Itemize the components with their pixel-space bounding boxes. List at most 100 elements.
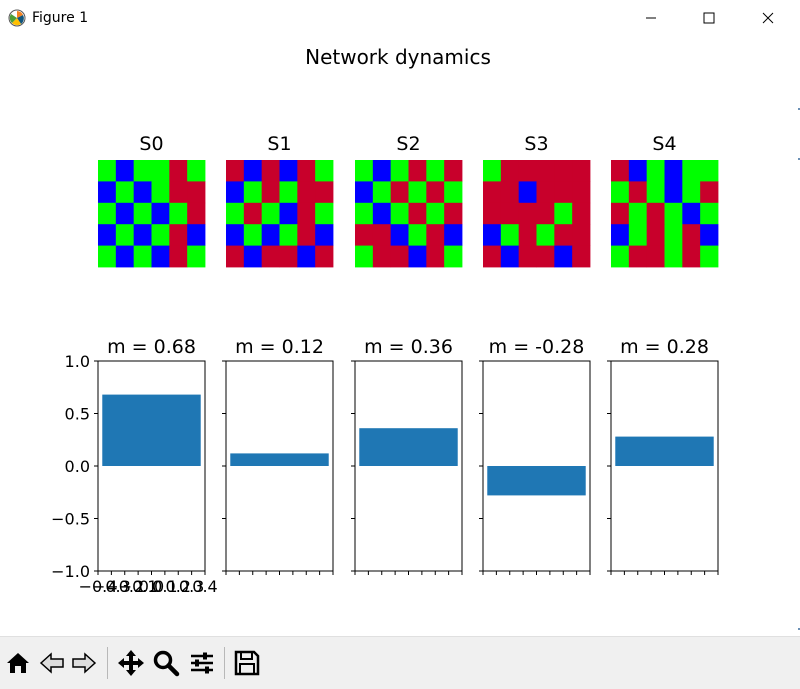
heatmap-cell: [408, 181, 427, 204]
heatmap-cell: [646, 245, 665, 268]
heatmap-cell: [628, 160, 648, 182]
heatmap-cell: [646, 181, 665, 204]
heatmap-cell: [611, 245, 630, 268]
heatmap-cell: [664, 224, 683, 246]
window-titlebar: Figure 1: [0, 0, 800, 36]
figure-svg: Network dynamics S0 S1 S2 S3 S4 m = 0.68 1.0 0…: [51, 45, 719, 596]
heatmap-cell: [554, 202, 573, 225]
heatmap-cell: [426, 202, 445, 225]
heatmap-cell: [187, 224, 206, 246]
heatmap-cell: [133, 181, 152, 204]
maximize-icon: [703, 12, 715, 24]
bar: [230, 453, 329, 466]
heatmap-cell: [243, 202, 263, 225]
heatmap-cell: [483, 224, 502, 246]
home-icon[interactable]: [4, 649, 32, 677]
heatmap-cell: [444, 202, 463, 225]
zoom-icon[interactable]: [152, 649, 180, 677]
heatmap-cell: [444, 181, 463, 204]
heatmap-cell: [628, 181, 648, 204]
heatmap-cell: [628, 202, 648, 225]
heatmap-cell: [226, 181, 245, 204]
state-heatmap-s3: S3: [483, 133, 591, 268]
heatmap-cell: [408, 224, 427, 246]
window-title: Figure 1: [32, 10, 89, 26]
heatmap-cell: [554, 245, 573, 268]
heatmap-cell: [261, 224, 280, 246]
state-heatmaps: S0 S1 S2 S3 S4: [98, 133, 719, 268]
magnetization-chart-0: m = 0.68 1.0 0.5 0.0 −0.5 −1.0−0.4−0.3−0.2−0.…: [51, 336, 218, 596]
heatmap-cell: [151, 224, 170, 246]
heatmap-cell: [628, 224, 648, 246]
heatmap-cell: [611, 202, 630, 225]
heatmap-cell: [536, 245, 555, 268]
minimize-button[interactable]: [628, 0, 674, 36]
bar: [359, 428, 458, 466]
x-tick-label: 0.1: [152, 577, 177, 596]
figure-canvas[interactable]: Network dynamics S0 S1 S2 S3 S4 m = 0.68 1.0 0…: [0, 36, 800, 636]
heatmap-cell: [226, 202, 245, 225]
x-tick-label: 0.0: [139, 577, 164, 596]
heatmap-cell: [483, 160, 502, 182]
heatmap-cell: [169, 160, 188, 182]
heatmap-cell: [243, 160, 263, 182]
heatmap-cell: [500, 181, 520, 204]
y-tick-label: 1.0: [65, 352, 90, 371]
heatmap-cell: [297, 181, 316, 204]
heatmap-cell: [554, 224, 573, 246]
heatmap-cell: [115, 160, 135, 182]
heatmap-cell: [187, 181, 206, 204]
heatmap-cell: [682, 245, 701, 268]
heatmap-cell: [536, 181, 555, 204]
heatmap-cell: [664, 160, 683, 182]
bar-chart-title: m = 0.68: [107, 336, 196, 358]
heatmap-cell: [315, 245, 334, 268]
heatmap-cell: [133, 160, 152, 182]
heatmap-cell: [390, 181, 409, 204]
heatmap-cell: [98, 160, 117, 182]
heatmap-cell: [682, 202, 701, 225]
heatmap-cell: [187, 160, 206, 182]
heatmap-cell: [536, 160, 555, 182]
heatmap-cell: [355, 202, 374, 225]
heatmap-cell: [518, 160, 537, 182]
window-edge-mark: [798, 158, 800, 160]
heatmap-cell: [261, 181, 280, 204]
bar-chart-title: m = 0.12: [235, 336, 324, 358]
bar-chart-title: m = 0.28: [620, 336, 709, 358]
heatmap-cell: [518, 224, 537, 246]
close-button[interactable]: [745, 0, 791, 36]
heatmap-cell: [98, 181, 117, 204]
pan-icon[interactable]: [117, 649, 145, 677]
heatmap-cell: [372, 160, 392, 182]
heatmap-cell: [355, 160, 374, 182]
heatmap-cell: [426, 160, 445, 182]
state-heatmap-s4: S4: [611, 133, 719, 268]
heatmap-cell: [279, 245, 298, 268]
forward-icon[interactable]: [70, 649, 98, 677]
configure-subplots-icon[interactable]: [188, 649, 216, 677]
navigation-toolbar: [0, 636, 800, 689]
figure-title: Network dynamics: [305, 45, 491, 69]
x-tick-label: 0.3: [179, 577, 204, 596]
back-icon[interactable]: [38, 649, 66, 677]
maximize-button[interactable]: [686, 0, 732, 36]
heatmap-cell: [133, 245, 152, 268]
heatmap-cell: [151, 181, 170, 204]
heatmap-cell: [115, 181, 135, 204]
save-icon[interactable]: [233, 649, 261, 677]
heatmap-cell: [518, 245, 537, 268]
heatmap-cell: [372, 245, 392, 268]
heatmap-cell: [646, 160, 665, 182]
heatmap-cell: [700, 181, 719, 204]
heatmap-cell: [408, 160, 427, 182]
heatmap-cell: [572, 202, 591, 225]
heatmap-cell: [226, 224, 245, 246]
heatmap-cell: [355, 181, 374, 204]
heatmap-cell: [133, 202, 152, 225]
heatmap-cell: [536, 202, 555, 225]
heatmap-cell: [243, 181, 263, 204]
heatmap-cell: [390, 160, 409, 182]
matplotlib-logo-icon: [8, 9, 26, 27]
heatmap-cell: [572, 181, 591, 204]
